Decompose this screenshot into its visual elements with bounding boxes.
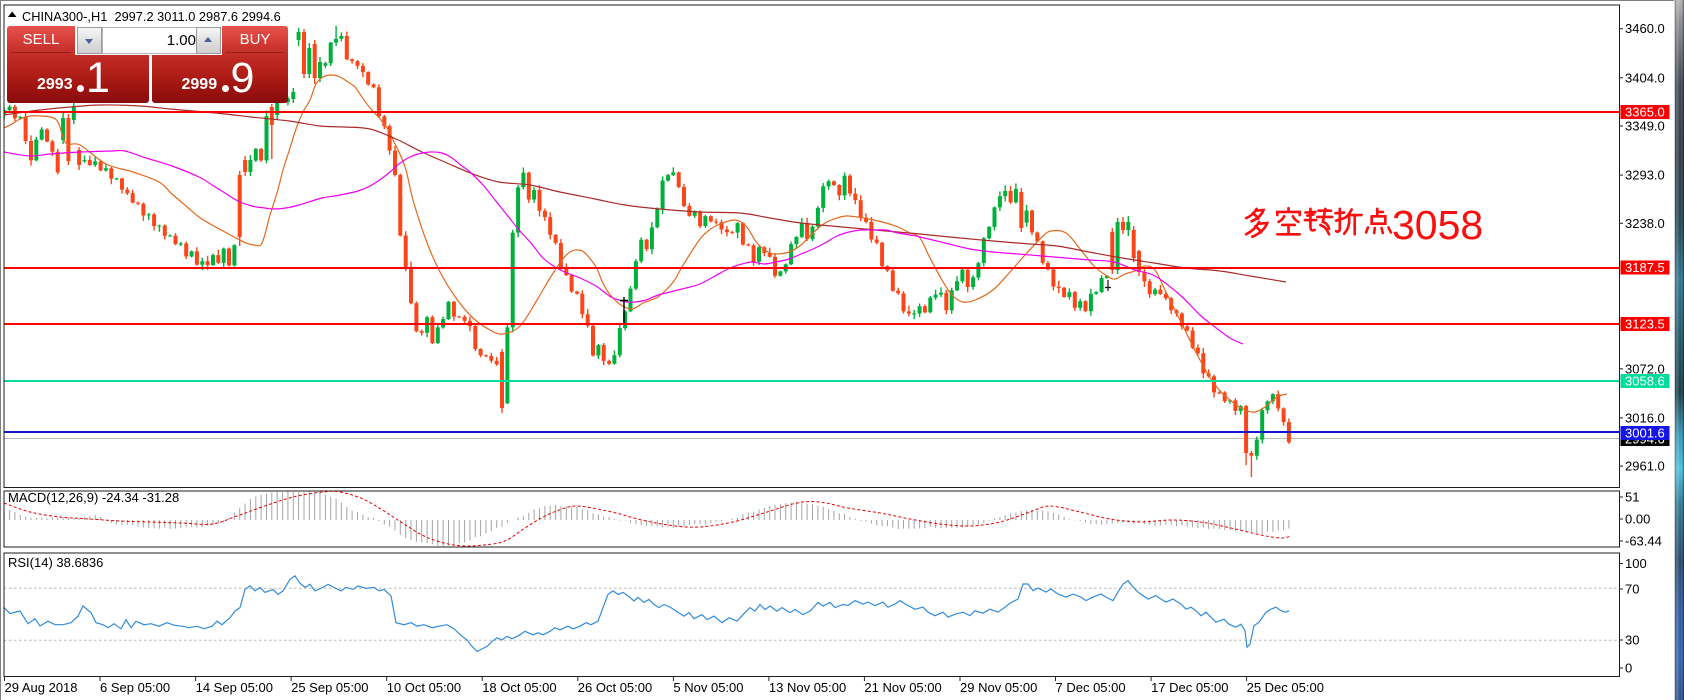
svg-text:5 Nov 05:00: 5 Nov 05:00 [673, 680, 743, 695]
svg-text:29 Nov 05:00: 29 Nov 05:00 [960, 680, 1037, 695]
svg-text:26 Oct 05:00: 26 Oct 05:00 [578, 680, 652, 695]
svg-text:3123.5: 3123.5 [1625, 317, 1665, 332]
svg-text:3238.0: 3238.0 [1625, 216, 1665, 231]
svg-text:3365.0: 3365.0 [1625, 105, 1665, 120]
svg-text:30: 30 [1625, 633, 1639, 648]
svg-text:3058: 3058 [1392, 202, 1483, 248]
svg-text:0.00: 0.00 [1625, 512, 1650, 527]
svg-text:17 Dec 05:00: 17 Dec 05:00 [1151, 680, 1228, 695]
svg-text:3460.0: 3460.0 [1625, 21, 1665, 36]
svg-text:14 Sep 05:00: 14 Sep 05:00 [196, 680, 273, 695]
svg-text:7 Dec 05:00: 7 Dec 05:00 [1056, 680, 1126, 695]
svg-text:RSI(14) 38.6836: RSI(14) 38.6836 [8, 555, 103, 570]
svg-text:2961.0: 2961.0 [1625, 459, 1665, 474]
svg-text:18 Oct 05:00: 18 Oct 05:00 [482, 680, 556, 695]
svg-text:-63.44: -63.44 [1625, 534, 1662, 549]
svg-text:10 Oct 05:00: 10 Oct 05:00 [387, 680, 461, 695]
svg-text:3058.6: 3058.6 [1625, 374, 1665, 389]
svg-text:3404.0: 3404.0 [1625, 70, 1665, 85]
svg-text:25 Sep 05:00: 25 Sep 05:00 [291, 680, 368, 695]
svg-text:3293.0: 3293.0 [1625, 168, 1665, 183]
svg-text:25 Dec 05:00: 25 Dec 05:00 [1247, 680, 1324, 695]
svg-text:3349.0: 3349.0 [1625, 119, 1665, 134]
svg-text:51: 51 [1625, 490, 1639, 505]
svg-text:3016.0: 3016.0 [1625, 410, 1665, 425]
svg-text:3072.0: 3072.0 [1625, 361, 1665, 376]
svg-text:3001.6: 3001.6 [1625, 426, 1665, 441]
svg-text:CHINA300-,H1 2997.2 3011.0 29: CHINA300-,H1 2997.2 3011.0 2987.6 2994.6 [22, 9, 281, 24]
svg-text:29 Aug 2018: 29 Aug 2018 [5, 680, 78, 695]
svg-text:100: 100 [1625, 556, 1647, 571]
svg-text:0: 0 [1625, 661, 1632, 676]
svg-text:MACD(12,26,9) -24.34 -31.28: MACD(12,26,9) -24.34 -31.28 [8, 490, 179, 505]
svg-text:3187.5: 3187.5 [1625, 260, 1665, 275]
svg-text:21 Nov 05:00: 21 Nov 05:00 [864, 680, 941, 695]
svg-text:6 Sep 05:00: 6 Sep 05:00 [100, 680, 170, 695]
svg-text:13 Nov 05:00: 13 Nov 05:00 [769, 680, 846, 695]
svg-text:70: 70 [1625, 582, 1639, 597]
